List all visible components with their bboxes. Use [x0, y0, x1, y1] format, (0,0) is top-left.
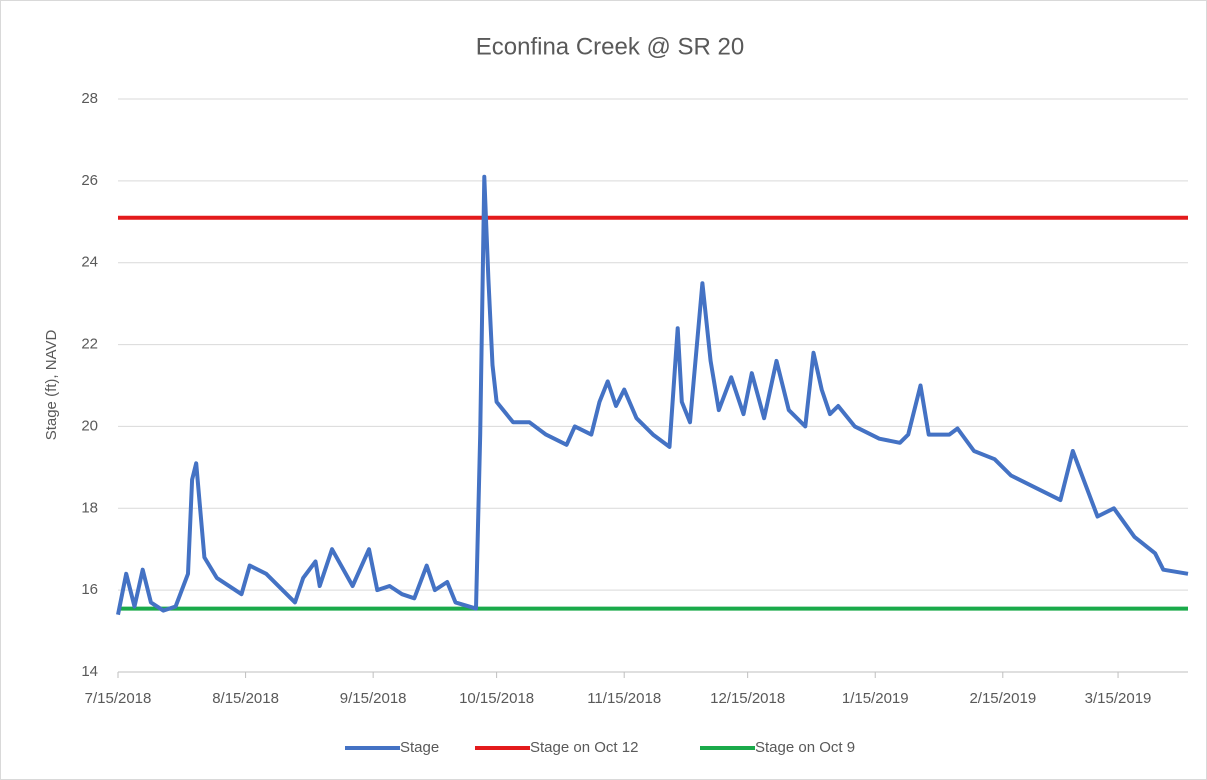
x-tick-label: 3/15/2019: [1085, 690, 1152, 707]
y-tick-label: 16: [81, 581, 98, 598]
y-tick-label: 20: [81, 417, 98, 434]
x-tick-label: 12/15/2018: [710, 690, 785, 707]
y-tick-label: 26: [81, 172, 98, 189]
x-tick-label: 8/15/2018: [212, 690, 279, 707]
x-tick-label: 10/15/2018: [459, 690, 534, 707]
y-tick-label: 22: [81, 336, 98, 353]
y-tick-label: 28: [81, 90, 98, 107]
legend-label: Stage on Oct 9: [755, 739, 855, 756]
series-line: [116, 174, 1189, 616]
legend-label: Stage on Oct 12: [530, 739, 638, 756]
x-tick-label: 11/15/2018: [587, 690, 661, 707]
y-tick-label: 18: [81, 499, 98, 516]
x-tick-label: 2/15/2019: [969, 690, 1036, 707]
legend-label: Stage: [400, 739, 439, 756]
chart-title: Econfina Creek @ SR 20: [476, 33, 745, 60]
x-tick-label: 9/15/2018: [340, 690, 407, 707]
x-tick-label: 7/15/2018: [85, 690, 152, 707]
x-tick-label: 1/15/2019: [842, 690, 909, 707]
y-tick-label: 14: [81, 663, 98, 680]
y-tick-label: 24: [81, 254, 98, 271]
y-axis-label: Stage (ft), NAVD: [43, 330, 60, 441]
